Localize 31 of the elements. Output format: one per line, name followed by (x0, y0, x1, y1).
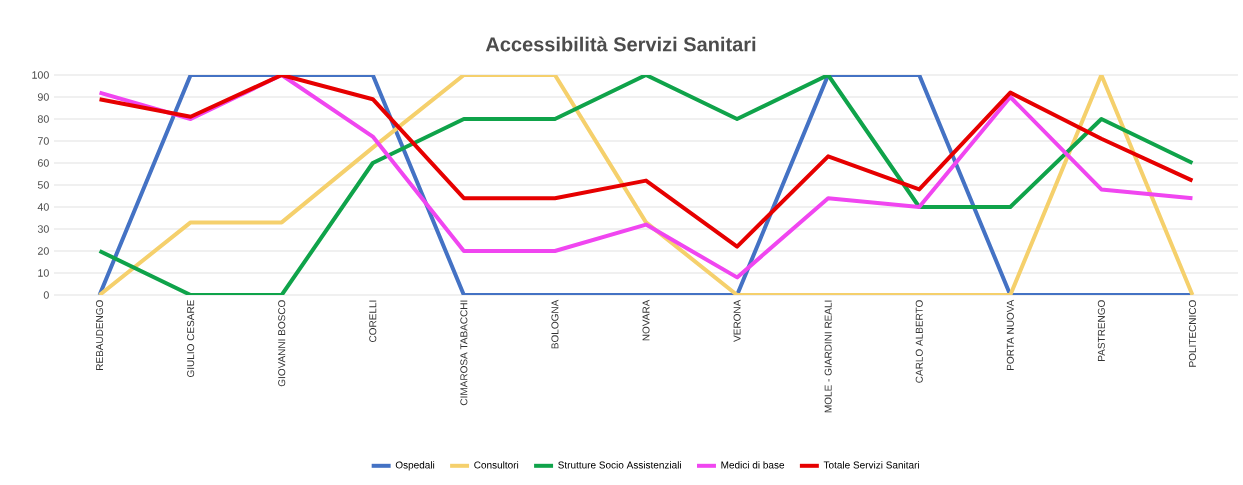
y-tick-label: 60 (37, 159, 49, 167)
line-series (97, 74, 1195, 249)
x-tick-label: NOVARA (642, 299, 650, 341)
legend-label: Medici di base (721, 461, 785, 469)
legend-label: Strutture Socio Assistenziali (558, 461, 681, 469)
y-tick-label: 0 (43, 291, 49, 299)
x-tick-label: REBAUDENGO (96, 300, 104, 371)
y-tick-label: 20 (37, 247, 49, 255)
y-tick-label: 90 (37, 93, 49, 101)
y-tick-label: 30 (37, 225, 49, 233)
legend-label: Ospedali (395, 461, 435, 471)
x-tick-label: PORTA NUOVA (1006, 299, 1014, 371)
x-tick-label: PASTRENGO (1097, 300, 1105, 361)
x-tick-label: MOLE - GIARDINI REALI (824, 300, 832, 413)
y-tick-label: 80 (37, 115, 49, 123)
y-tick-label: 70 (37, 137, 49, 145)
y-tick-label: 100 (32, 71, 49, 79)
y-tick-label: 50 (37, 181, 49, 189)
y-tick-label: 10 (38, 269, 49, 277)
x-tick-label: GIULIO CESARE (187, 300, 195, 377)
x-tick-label: VERONA (733, 299, 741, 342)
chart-title: Accessibilità Servizi Sanitari (485, 36, 756, 52)
x-tick-label: BOLOGNA (551, 299, 559, 349)
legend-label: Consultori (474, 461, 519, 469)
x-tick-label: CIMAROSA TABACCHI (460, 300, 468, 406)
y-tick-label: 40 (37, 203, 49, 211)
legend-label: Totale Servizi Sanitari (823, 461, 919, 469)
x-tick-label: CARLO ALBERTO (915, 300, 923, 383)
x-tick-label: GIOVANNI BOSCO (278, 300, 286, 387)
x-tick-label: POLITECNICO (1188, 300, 1196, 367)
x-tick-label: CORELLI (369, 300, 377, 342)
